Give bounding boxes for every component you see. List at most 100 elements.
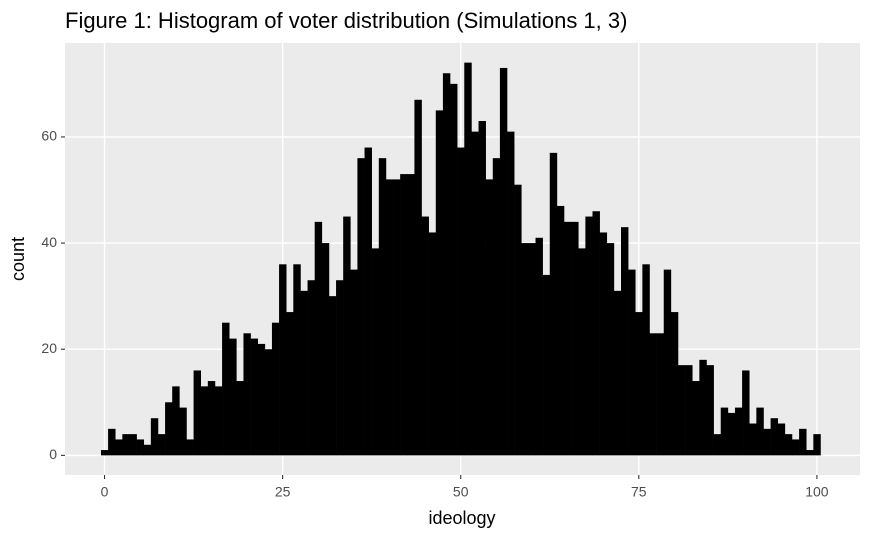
bar xyxy=(599,232,608,456)
bar xyxy=(763,428,771,456)
bar xyxy=(485,179,494,456)
bar xyxy=(606,243,615,456)
bar xyxy=(222,322,230,456)
bar xyxy=(813,434,821,456)
bar xyxy=(592,211,600,456)
bar xyxy=(784,434,793,456)
bar xyxy=(499,67,508,456)
y-tick-label: 60 xyxy=(41,128,57,144)
bar xyxy=(613,290,622,456)
bar xyxy=(471,131,479,456)
y-axis-label: count xyxy=(8,237,28,281)
bar xyxy=(143,444,152,456)
bar xyxy=(243,333,251,456)
bar xyxy=(442,73,451,456)
bar xyxy=(165,402,173,456)
bar xyxy=(157,434,166,456)
chart-title: Figure 1: Histogram of voter distributio… xyxy=(65,8,627,33)
bar xyxy=(699,359,707,456)
bar xyxy=(677,365,686,456)
bar xyxy=(806,450,814,456)
bar xyxy=(770,418,779,456)
bar xyxy=(663,269,672,456)
bar xyxy=(279,264,287,456)
bar xyxy=(656,333,665,456)
bar xyxy=(407,174,415,456)
bar xyxy=(649,333,657,456)
bar xyxy=(635,312,643,456)
bar xyxy=(414,99,422,456)
bar xyxy=(108,428,116,456)
bar xyxy=(214,386,223,456)
bar xyxy=(492,158,501,456)
bar xyxy=(385,179,394,456)
bar xyxy=(179,407,187,456)
y-tick-label: 0 xyxy=(49,446,57,462)
bar xyxy=(293,264,301,456)
bar xyxy=(507,131,515,456)
bar xyxy=(136,439,145,456)
bar xyxy=(464,62,472,456)
y-tick-label: 40 xyxy=(41,234,57,250)
bar xyxy=(542,274,551,456)
x-tick-label: 100 xyxy=(805,484,829,500)
bar xyxy=(457,147,465,456)
bar xyxy=(521,243,529,456)
bar xyxy=(129,434,137,456)
bar xyxy=(450,83,458,456)
bar xyxy=(428,232,437,456)
bar xyxy=(264,349,273,456)
bar xyxy=(172,386,180,456)
bar xyxy=(378,158,387,456)
bar xyxy=(236,381,244,456)
bar xyxy=(535,237,543,456)
bar xyxy=(150,418,159,456)
bar xyxy=(585,216,593,456)
bar xyxy=(257,343,266,456)
bar xyxy=(685,365,693,456)
bar xyxy=(734,407,743,456)
bar xyxy=(357,158,365,456)
bar xyxy=(193,370,202,456)
bar xyxy=(742,370,750,456)
bar xyxy=(642,264,650,456)
bar xyxy=(692,381,700,456)
bar xyxy=(250,338,258,456)
bar xyxy=(791,439,800,456)
bar xyxy=(421,216,429,456)
bar xyxy=(621,227,629,456)
bar xyxy=(371,248,380,456)
bar xyxy=(571,221,579,456)
bar xyxy=(207,381,216,456)
bar xyxy=(286,312,294,456)
bar xyxy=(307,280,315,456)
x-tick-label: 25 xyxy=(275,484,291,500)
bar xyxy=(564,221,572,456)
bar xyxy=(328,296,337,456)
x-tick-label: 50 xyxy=(453,484,469,500)
bar xyxy=(756,407,764,456)
bar xyxy=(393,179,401,456)
bar xyxy=(200,386,209,456)
bar xyxy=(528,243,536,456)
bar xyxy=(336,280,344,456)
bar xyxy=(514,184,522,456)
y-tick-label: 20 xyxy=(41,340,57,356)
bar xyxy=(578,248,586,456)
x-tick-label: 0 xyxy=(101,484,109,500)
bar xyxy=(777,423,786,456)
bar xyxy=(556,205,565,456)
bar xyxy=(271,322,280,456)
bar xyxy=(749,423,757,456)
bar xyxy=(364,147,372,456)
bar xyxy=(727,412,736,456)
bar xyxy=(670,312,679,456)
bar xyxy=(314,221,323,456)
bar xyxy=(229,338,237,456)
bar xyxy=(122,434,130,456)
x-tick-label: 75 xyxy=(631,484,647,500)
bar xyxy=(549,152,558,456)
bar xyxy=(115,439,123,456)
bar xyxy=(435,110,444,456)
